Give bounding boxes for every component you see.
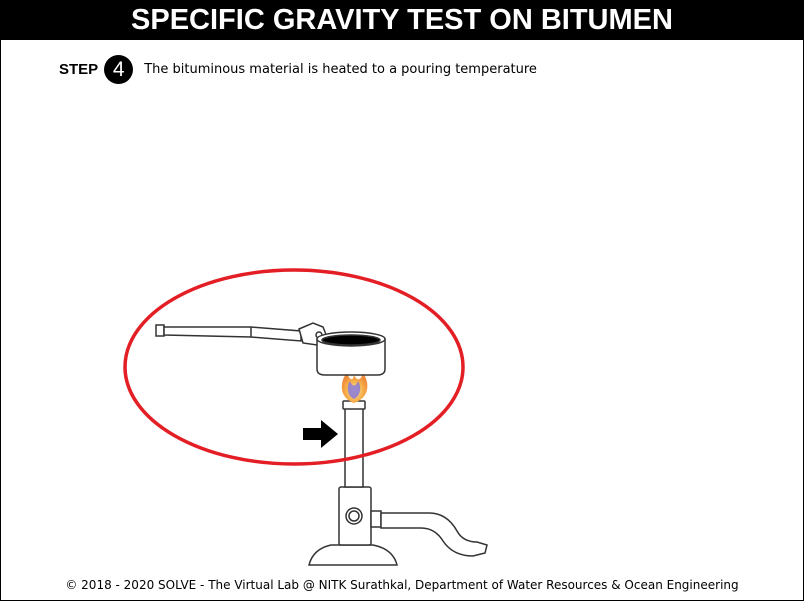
highlight-ellipse	[123, 268, 465, 466]
bunsen-burner-icon	[308, 400, 488, 566]
arrow-right-icon	[303, 420, 338, 448]
step-label: STEP	[59, 60, 99, 78]
step-indicator: STEP 4 The bituminous material is heated…	[59, 54, 537, 84]
step-number-badge: 4	[104, 54, 134, 84]
flame-icon	[341, 373, 368, 403]
page-title: SPECIFIC GRAVITY TEST ON BITUMEN	[1, 1, 803, 40]
step-instruction: The bituminous material is heated to a p…	[144, 61, 537, 77]
pan-with-handle-icon	[155, 322, 386, 376]
footer-copyright: © 2018 - 2020 SOLVE - The Virtual Lab @ …	[65, 578, 739, 592]
